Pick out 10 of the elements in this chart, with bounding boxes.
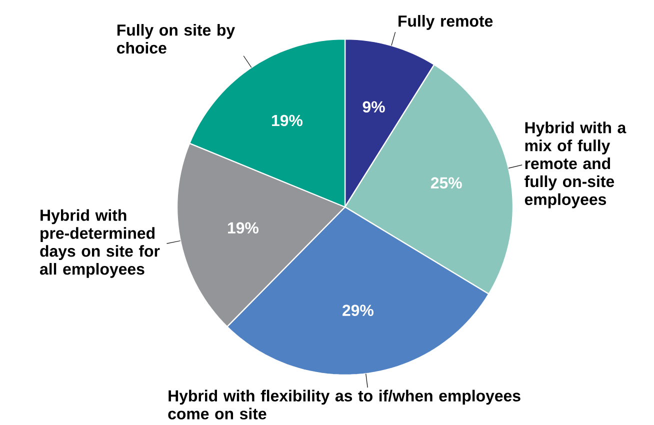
slice-label: Fully on site by choice — [117, 24, 235, 54]
data-label: 19% — [228, 222, 258, 234]
data-label: 19% — [272, 114, 302, 126]
slice-label: Hybrid with pre-determined days on site for all employees — [40, 209, 160, 278]
data-label: 25% — [430, 177, 462, 189]
slice-label: Hybrid with flexibility as to if/when employees come on site — [168, 390, 520, 420]
slice-label: Hybrid with a mix of fully remote and fully on-site employees — [524, 122, 626, 208]
slice-label: Fully remote — [398, 15, 493, 30]
data-label: 29% — [342, 304, 374, 316]
data-label: 9% — [362, 101, 385, 113]
